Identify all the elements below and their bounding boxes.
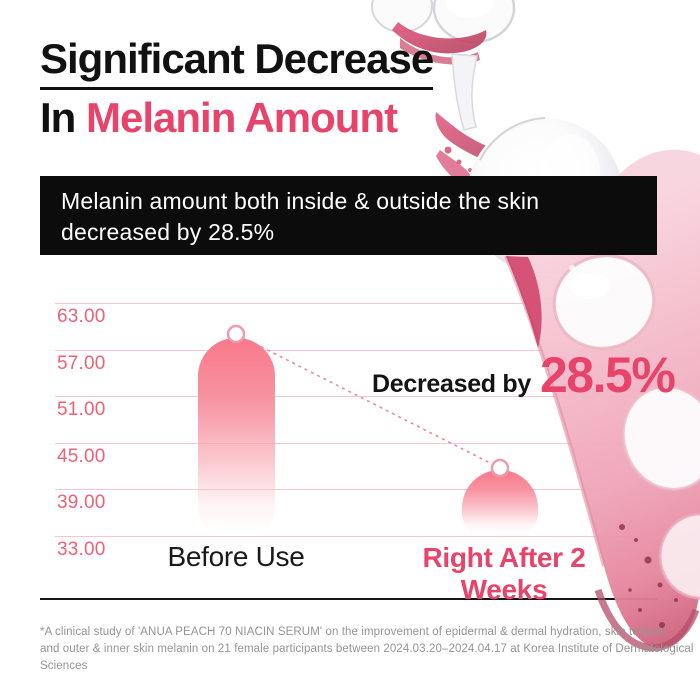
x-label-before-use: Before Use <box>167 541 305 572</box>
x-label-right-after-2-weeks: Right After 2 Weeks <box>422 542 586 605</box>
gridline-45 <box>55 443 638 444</box>
bubble-specks <box>619 524 678 628</box>
title-line2: In Melanin Amount <box>40 94 398 142</box>
footer-divider-line <box>40 598 657 600</box>
gridline-63 <box>55 303 638 304</box>
y-tick-label: 45.00 <box>57 446 106 467</box>
gridline-33 <box>55 536 638 537</box>
y-tick-label: 51.00 <box>57 399 106 420</box>
gridline-39 <box>55 489 638 490</box>
decrease-annotation-value: 28.5% <box>540 347 676 403</box>
page-title: Significant Decrease In Melanin Amount <box>40 35 434 142</box>
banner-line2: decreased by 28.5% <box>61 219 275 245</box>
y-tick-label: 39.00 <box>57 492 106 513</box>
bar-right-after-2-weeks <box>462 470 538 534</box>
y-tick-label: 63.00 <box>57 306 106 327</box>
title-highlight: Melanin Amount <box>86 94 398 142</box>
footnote-line1: *A clinical study of 'ANUA PEACH 70 NIAC… <box>40 626 669 638</box>
decrease-annotation-label: Decreased by <box>372 370 531 398</box>
banner-line1: Melanin amount both inside & outside the… <box>61 188 540 214</box>
clinical-study-footnote: *A clinical study of 'ANUA PEACH 70 NIAC… <box>40 624 700 675</box>
y-tick-label: 33.00 <box>57 539 106 560</box>
footnote-line2: and outer & inner skin melanin on 21 fem… <box>40 643 694 672</box>
y-tick-label: 57.00 <box>57 353 106 374</box>
decrease-annotation: Decreased by 28.5% <box>372 347 676 403</box>
bar-before-use <box>198 338 275 534</box>
title-line1: Significant Decrease <box>40 35 434 91</box>
headline-banner: Melanin amount both inside & outside the… <box>40 176 657 255</box>
